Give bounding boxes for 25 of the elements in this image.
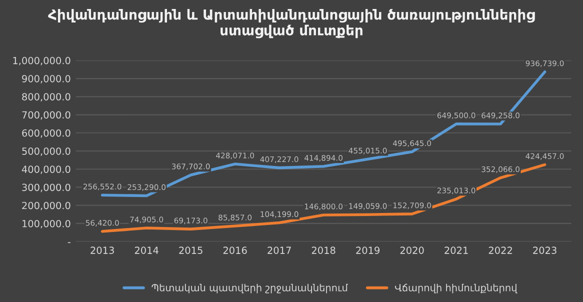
y-tick-label: 100,000.0 bbox=[22, 220, 70, 228]
x-tick-label: 2021 bbox=[444, 246, 468, 254]
y-tick-label: 600,000.0 bbox=[22, 129, 70, 138]
y-tick-label: 1,000,000.0 bbox=[13, 56, 70, 66]
x-tick-label: 2017 bbox=[268, 246, 291, 254]
x-tick-label: 2023 bbox=[533, 246, 556, 254]
x-tick-label: 2019 bbox=[356, 246, 380, 254]
x-tick-label: 2015 bbox=[179, 246, 202, 254]
y-tick-label: 500,000.0 bbox=[22, 147, 70, 156]
x-tick-label: 2022 bbox=[488, 246, 512, 254]
y-tick-label: 700,000.0 bbox=[22, 111, 70, 120]
x-tick-label: 2013 bbox=[90, 246, 114, 254]
legend-label: Վճարովի հիմունքներով bbox=[395, 284, 518, 294]
y-tick-label: 400,000.0 bbox=[22, 166, 70, 174]
y-tick-label: - bbox=[68, 242, 70, 244]
y-tick-label: 900,000.0 bbox=[22, 75, 70, 84]
x-tick-label: 2020 bbox=[400, 246, 424, 254]
legend-label: Պետական պատվերի շրջանակներում bbox=[152, 284, 348, 294]
x-tick-label: 2014 bbox=[134, 246, 158, 254]
y-tick-label: 200,000.0 bbox=[22, 202, 70, 210]
y-tick-label: 800,000.0 bbox=[22, 93, 70, 102]
y-tick-label: 300,000.0 bbox=[22, 184, 70, 192]
x-tick-label: 2016 bbox=[223, 246, 247, 254]
x-tick-label: 2018 bbox=[312, 246, 336, 254]
chart-title: Հիվանդանոցային և Արտահիվանդանոցային ծառայություններից ստացված մուտքեր bbox=[48, 9, 535, 38]
